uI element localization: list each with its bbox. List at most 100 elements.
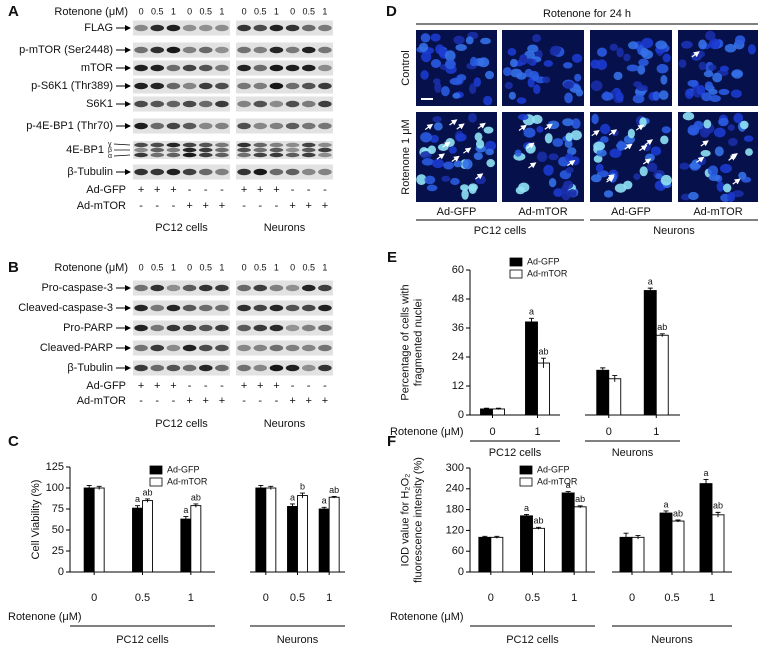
band xyxy=(285,324,300,332)
nucleus xyxy=(703,70,714,78)
band xyxy=(318,324,332,332)
nucleus xyxy=(727,192,736,202)
nucleus xyxy=(698,61,707,71)
arrow xyxy=(644,139,654,146)
band xyxy=(269,142,284,148)
band xyxy=(166,82,181,90)
nucleus xyxy=(430,134,439,143)
nucleus xyxy=(565,153,574,162)
treatment-sign: - xyxy=(139,395,143,407)
arrow xyxy=(635,124,645,131)
band xyxy=(237,364,251,372)
treatment-sign: - xyxy=(323,184,327,196)
band xyxy=(253,24,268,32)
nucleus xyxy=(682,112,695,121)
band xyxy=(237,152,251,158)
column-label: Ad-mTOR xyxy=(518,206,567,218)
band xyxy=(269,344,284,352)
band xyxy=(166,168,181,176)
nucleus xyxy=(532,34,541,43)
nucleus xyxy=(640,47,649,57)
bar xyxy=(142,500,153,573)
treatment-sign: - xyxy=(242,395,246,407)
nucleus xyxy=(681,40,693,49)
bar xyxy=(671,520,685,573)
nucleus xyxy=(593,141,605,151)
band xyxy=(215,147,229,153)
significance-label: a xyxy=(566,480,571,490)
dose-label: 0.5 xyxy=(151,262,164,272)
x-tick-label: 1 xyxy=(653,426,659,438)
nucleus xyxy=(609,43,618,51)
nucleus xyxy=(432,158,445,169)
treatment-sign: + xyxy=(154,380,160,392)
group-label: PC12 cells xyxy=(155,418,208,430)
nucleus xyxy=(718,88,730,96)
group-label: PC12 cells xyxy=(116,634,169,646)
treatment-sign: - xyxy=(204,184,208,196)
treatment-sign: + xyxy=(257,380,263,392)
group-label: Neurons xyxy=(277,634,319,646)
band xyxy=(301,152,316,158)
y-tick-label: 0 xyxy=(458,566,464,578)
nucleus xyxy=(650,146,662,156)
error-bar xyxy=(612,375,618,382)
nucleus xyxy=(572,53,583,63)
band xyxy=(253,364,268,372)
nucleus xyxy=(596,149,607,157)
dose-label: 0.5 xyxy=(254,6,267,16)
bar xyxy=(265,487,277,573)
treatment-sign: + xyxy=(241,380,247,392)
nucleus xyxy=(527,44,539,53)
treatment-sign: - xyxy=(258,395,262,407)
band xyxy=(301,284,316,292)
treatment-sign: + xyxy=(306,395,312,407)
band xyxy=(215,100,229,108)
band xyxy=(198,82,213,90)
bar xyxy=(480,408,493,416)
nucleus xyxy=(531,74,539,81)
band xyxy=(269,304,284,312)
nucleus xyxy=(421,158,434,166)
error-bar xyxy=(675,519,681,523)
nucleus xyxy=(687,127,698,135)
band xyxy=(237,344,251,352)
band xyxy=(318,64,332,72)
arrow xyxy=(606,176,615,183)
nucleus xyxy=(526,58,534,65)
row-label: β-Tubulin xyxy=(67,362,113,374)
treatment-label: Ad-mTOR xyxy=(77,200,126,212)
nucleus xyxy=(713,127,726,138)
nucleus xyxy=(473,152,483,161)
rotenone-label: Rotenone (μM) xyxy=(54,6,128,18)
bar xyxy=(711,514,725,573)
legend-label: Ad-mTOR xyxy=(527,268,568,278)
dose-label: 0 xyxy=(290,262,295,272)
treatment-sign: - xyxy=(307,184,311,196)
significance-label: ab xyxy=(657,322,667,332)
significance-label: ab xyxy=(538,347,548,357)
y-tick-label: 12 xyxy=(452,380,464,392)
band xyxy=(285,147,300,153)
error-bar xyxy=(331,495,337,499)
band xyxy=(269,168,284,176)
x-tick-label: 0.5 xyxy=(664,592,679,604)
arrow xyxy=(442,141,451,148)
nucleus xyxy=(443,161,454,170)
panel-letter: B xyxy=(8,259,19,276)
arrow xyxy=(691,51,700,58)
x-tick-label: 1 xyxy=(709,592,715,604)
nucleus xyxy=(638,58,649,67)
nucleus xyxy=(444,50,456,62)
nucleus xyxy=(565,166,574,174)
bar xyxy=(608,378,622,416)
nucleus xyxy=(450,177,460,186)
band xyxy=(253,304,268,312)
group-label: PC12 cells xyxy=(489,447,542,459)
band xyxy=(134,284,148,292)
band xyxy=(237,168,251,176)
nucleus xyxy=(483,95,493,106)
treatment-sign: - xyxy=(291,184,295,196)
nucleus xyxy=(732,190,744,198)
